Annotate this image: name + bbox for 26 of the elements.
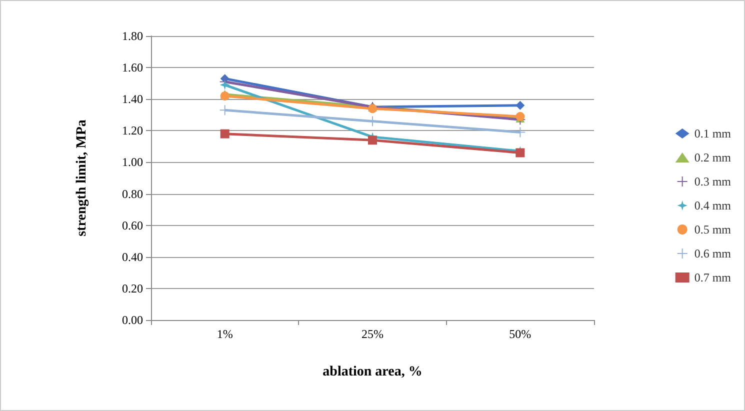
y-tick-label: 0.80 xyxy=(122,186,143,201)
x-tick-label: 1% xyxy=(216,327,233,341)
x-tick-label: 25% xyxy=(362,327,384,341)
y-tick-label: 1.20 xyxy=(122,124,143,138)
legend-label: 0.2 mm xyxy=(694,150,732,164)
legend-label: 0.5 mm xyxy=(694,222,732,236)
x-axis-title: ablation area, % xyxy=(322,364,422,380)
legend-label: 0.1 mm xyxy=(694,126,732,140)
legend-label: 0.3 mm xyxy=(694,174,732,188)
legend-label: 0.6 mm xyxy=(694,246,732,260)
point xyxy=(220,80,230,90)
legend-label: 0.7 mm xyxy=(694,270,732,284)
x-tick-label: 50% xyxy=(509,327,532,341)
legend-label: 0.4 mm xyxy=(694,198,732,212)
y-tick-label: 0.60 xyxy=(122,218,143,232)
y-tick-label: 1.80 xyxy=(122,29,143,43)
point xyxy=(368,136,377,145)
y-tick-label: 1.40 xyxy=(122,92,143,106)
y-tick-label: 0.00 xyxy=(122,313,143,327)
point xyxy=(516,100,525,110)
point xyxy=(220,129,230,138)
y-axis-title: strength limit, MPa xyxy=(74,120,90,236)
y-tick-label: 0.40 xyxy=(122,250,143,264)
y-tick-label: 1.60 xyxy=(122,60,143,75)
y-tick-label: 1.00 xyxy=(122,155,143,170)
y-tick-label: 0.20 xyxy=(122,281,143,296)
